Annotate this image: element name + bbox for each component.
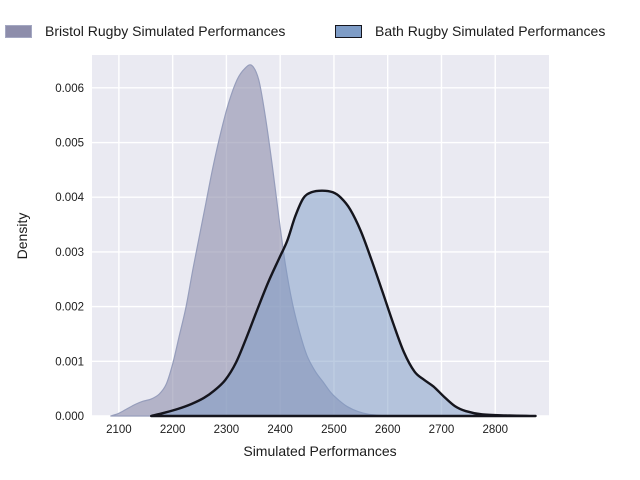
x-tick-label: 2600 bbox=[375, 424, 401, 436]
y-tick-label: 0.000 bbox=[55, 411, 84, 423]
bath-density-curve bbox=[149, 189, 537, 418]
bath-legend-label: Bath Rugby Simulated Performances bbox=[375, 23, 606, 39]
y-tick-label: 0.001 bbox=[55, 356, 84, 368]
y-tick-label: 0.004 bbox=[55, 192, 84, 204]
legend-item-bath: Bath Rugby Simulated Performances bbox=[335, 22, 605, 40]
x-tick-label: 2300 bbox=[214, 424, 240, 436]
legend-item-bristol: Bristol Rugby Simulated Performances bbox=[5, 22, 285, 40]
bristol-legend-label: Bristol Rugby Simulated Performances bbox=[45, 23, 286, 39]
y-tick-label: 0.002 bbox=[55, 302, 84, 314]
bristol-legend-swatch bbox=[5, 24, 32, 38]
chart-legend: Bristol Rugby Simulated Performances Bat… bbox=[0, 0, 640, 50]
y-axis-label: Density bbox=[14, 212, 30, 260]
x-tick-label: 2200 bbox=[160, 424, 186, 436]
y-tick-label: 0.003 bbox=[55, 247, 84, 259]
x-tick-label: 2800 bbox=[482, 424, 508, 436]
bath-legend-swatch bbox=[335, 24, 362, 38]
x-tick-label: 2100 bbox=[106, 424, 132, 436]
x-tick-label: 2500 bbox=[321, 424, 347, 436]
x-axis-label: Simulated Performances bbox=[243, 443, 397, 459]
y-tick-label: 0.005 bbox=[55, 138, 84, 150]
x-tick-label: 2400 bbox=[267, 424, 293, 436]
y-tick-label: 0.006 bbox=[55, 83, 84, 95]
x-tick-label: 2700 bbox=[429, 424, 455, 436]
